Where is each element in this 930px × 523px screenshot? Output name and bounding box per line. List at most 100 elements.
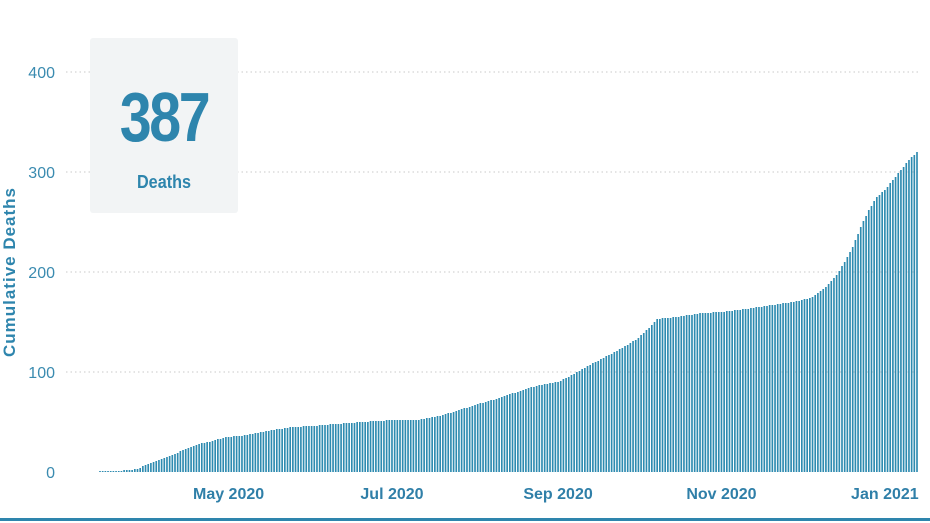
bar [227,437,230,472]
bar [238,436,241,472]
bar [364,422,367,472]
bar [109,471,112,472]
bar [809,298,811,472]
bar [281,429,283,472]
bar [634,340,637,472]
bar [150,463,152,472]
y-tick-label: 300 [28,165,55,182]
bar [235,436,238,472]
bar [760,307,763,472]
bar [533,387,535,472]
bar [407,420,409,472]
bar [265,431,267,472]
bar [902,167,905,472]
bar [233,436,235,472]
bar [174,454,176,472]
bar [584,368,586,472]
bar [618,349,621,472]
bar [589,365,592,472]
bar [142,466,144,472]
bar [206,442,208,472]
bar [498,398,500,472]
bar [385,420,388,472]
bar [841,266,843,472]
bar [203,443,206,472]
bar [495,399,498,472]
bar [284,428,286,472]
bar [511,393,514,472]
bar [784,303,787,472]
bar [396,420,399,472]
bar [222,438,225,472]
bar [653,322,656,472]
bar [388,420,391,472]
bar [442,415,444,472]
bar [819,291,822,472]
bar [500,397,503,472]
bar [393,420,396,472]
bar [763,306,766,472]
bar [259,432,262,472]
bar [715,312,717,472]
bar [184,449,187,472]
bar [742,309,744,472]
bar [859,227,862,472]
bar [117,471,120,472]
bar [675,317,677,472]
bar [865,216,867,472]
bar [383,421,385,472]
bar [712,312,715,472]
bar [894,177,897,472]
bar [270,430,273,472]
bar [195,445,198,472]
bar [551,383,554,472]
bar [444,414,447,472]
bar [908,160,910,472]
bar [300,427,302,472]
bar [530,387,533,472]
bar [254,433,257,472]
bar [514,393,517,472]
bar [334,424,337,472]
bar [139,468,142,472]
bar [851,247,854,472]
bar [302,426,305,472]
bar [811,297,814,472]
bar [412,420,415,472]
bar [567,377,570,472]
bar [350,423,353,472]
bar [892,180,894,472]
bar [659,319,661,472]
bar [367,422,369,472]
bar [608,355,610,472]
bar [128,470,131,472]
bar [490,400,492,472]
bar [434,417,436,472]
bar [624,346,626,472]
bar [632,341,634,472]
bar [640,335,642,472]
bar [875,197,878,472]
bar [179,451,182,472]
bar [369,421,372,472]
bar [423,419,425,472]
bar [217,439,219,472]
bar [626,345,629,472]
bar [803,299,806,472]
bar [257,433,259,472]
bottom-rule [0,518,930,521]
bar [377,421,380,472]
bar [214,440,217,472]
bar [766,306,768,472]
bar [104,471,107,472]
bar [219,439,222,472]
bar [321,425,324,472]
bar [342,423,345,472]
bar [372,421,375,472]
bar [817,293,819,472]
bar [731,311,733,472]
bar [613,352,616,472]
bar [800,300,803,472]
bar [758,307,760,472]
bar [750,308,752,472]
